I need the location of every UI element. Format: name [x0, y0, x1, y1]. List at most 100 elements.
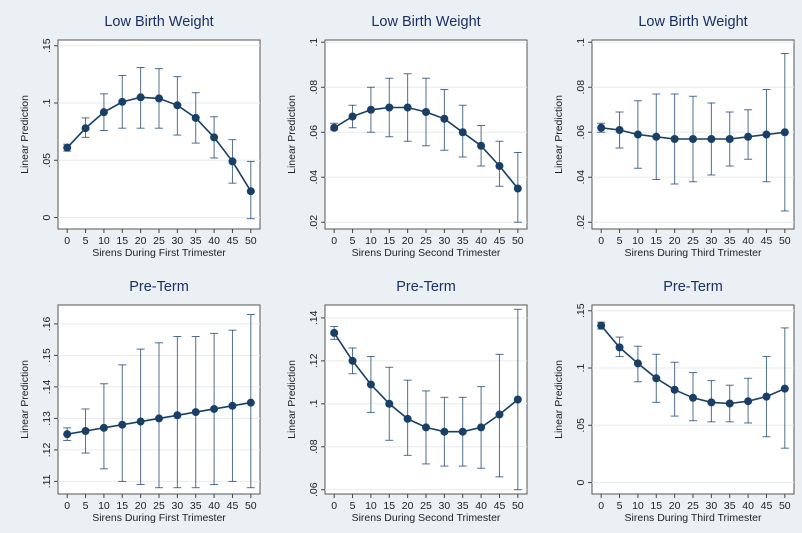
y-tick-label: .08: [575, 80, 587, 95]
x-tick-label: 0: [598, 500, 604, 512]
x-tick-label: 5: [83, 235, 89, 247]
data-point: [762, 130, 771, 139]
data-point: [513, 184, 522, 193]
data-point: [246, 398, 255, 407]
data-point: [422, 108, 430, 116]
data-point: [81, 124, 90, 133]
panel-preterm-second-trimester: Pre-Term .06 .08 .1 .12 .14 0 5 10 15 20 25 30 35 40 45…: [269, 267, 535, 533]
y-tick-label: .1: [575, 363, 587, 372]
data-point: [228, 401, 237, 410]
data-point: [173, 411, 182, 420]
data-point: [403, 103, 412, 112]
data-point: [118, 420, 127, 429]
x-axis-label: Sirens During Third Trimester: [625, 247, 762, 259]
x-tick-label: 0: [598, 235, 604, 247]
data-point: [689, 393, 697, 402]
x-axis-label: Sirens During First Trimester: [92, 512, 226, 524]
chart-svg: Low Birth Weight 0 .05 .1 .15 0 5 10 15 20 25 30 35 4…: [19, 14, 261, 259]
x-tick-label: 35: [457, 500, 469, 512]
data-point: [597, 321, 606, 330]
data-point: [652, 132, 661, 141]
data-point: [99, 108, 108, 117]
x-tick-label: 0: [64, 500, 70, 512]
x-tick-label: 35: [457, 235, 469, 247]
y-axis-label: Linear Prediction: [553, 360, 565, 439]
x-tick-label: 35: [724, 235, 736, 247]
data-point: [118, 97, 127, 106]
data-point: [633, 130, 642, 139]
x-tick-label: 20: [402, 500, 414, 512]
data-point: [707, 398, 716, 407]
data-point: [744, 397, 753, 406]
chart-svg: Low Birth Weight .02 .04 .06 .08 .1 0 5 10 15 20 25…: [286, 14, 528, 259]
x-tick-label: 25: [687, 500, 699, 512]
data-point: [670, 135, 679, 143]
x-tick-label: 45: [761, 235, 773, 247]
y-tick-label: .1: [575, 38, 587, 47]
x-tick-label: 20: [669, 500, 681, 512]
x-tick-label: 10: [365, 235, 377, 247]
x-tick-label: 45: [227, 235, 239, 247]
x-tick-label: 20: [402, 235, 414, 247]
x-tick-label: 10: [98, 235, 110, 247]
y-axis-label: Linear Prediction: [19, 360, 31, 439]
data-point: [477, 423, 486, 432]
chart-svg: Pre-Term .11 .12 .13 .14 .15 .16 0 5 10 15 20 25 30 35…: [19, 279, 261, 524]
panel-lbw-first-trimester: Low Birth Weight 0 .05 .1 .15 0 5 10 15 20 25 30 35 4…: [2, 2, 268, 268]
y-tick-label: .1: [41, 98, 53, 107]
chart-title: Pre-Term: [129, 279, 189, 295]
y-tick-label: 0: [575, 479, 587, 485]
x-tick-label: 5: [83, 500, 89, 512]
y-tick-label: .15: [41, 348, 53, 363]
data-point: [615, 343, 624, 352]
y-tick-label: .04: [308, 170, 320, 185]
x-tick-label: 25: [420, 500, 432, 512]
x-tick-label: 45: [494, 235, 506, 247]
y-tick-label: .06: [308, 482, 320, 497]
data-point: [597, 123, 606, 132]
data-point: [495, 162, 504, 170]
chart-title: Low Birth Weight: [638, 14, 747, 30]
data-point: [191, 408, 200, 417]
y-axis-label: Linear Prediction: [19, 95, 31, 174]
x-tick-label: 10: [632, 235, 644, 247]
y-tick-label: .08: [308, 80, 320, 95]
data-point: [173, 101, 182, 110]
y-tick-label: .15: [575, 303, 587, 318]
x-axis-label: Sirens During Third Trimester: [625, 512, 762, 524]
data-point: [780, 384, 789, 393]
x-tick-label: 45: [227, 500, 239, 512]
data-point: [348, 356, 357, 365]
y-tick-label: .05: [575, 418, 587, 433]
y-axis-label: Linear Prediction: [286, 360, 298, 439]
x-tick-label: 50: [779, 235, 791, 247]
x-tick-label: 50: [512, 235, 524, 247]
x-tick-label: 35: [190, 235, 202, 247]
data-point: [513, 395, 522, 404]
data-point: [633, 359, 642, 368]
chart-title: Low Birth Weight: [104, 14, 213, 30]
data-point: [348, 112, 357, 121]
data-point: [330, 328, 339, 337]
x-tick-label: 35: [724, 500, 736, 512]
data-point: [366, 380, 375, 389]
x-tick-label: 25: [153, 500, 165, 512]
x-tick-label: 5: [350, 235, 356, 247]
chart-svg: Pre-Term 0 .05 .1 .15 0 5 10 15 20 25 30 35 40 45 50 Sir…: [553, 279, 795, 524]
x-tick-label: 0: [64, 235, 70, 247]
x-tick-label: 50: [245, 235, 257, 247]
x-tick-label: 30: [172, 235, 184, 247]
data-point: [63, 143, 72, 152]
y-tick-label: .06: [308, 125, 320, 140]
x-tick-label: 20: [135, 500, 147, 512]
data-point: [403, 414, 412, 423]
x-tick-label: 25: [153, 235, 165, 247]
y-axis-label: Linear Prediction: [553, 95, 565, 174]
x-tick-label: 30: [439, 235, 451, 247]
data-point: [725, 135, 734, 143]
x-tick-label: 30: [706, 235, 718, 247]
x-tick-label: 0: [331, 500, 337, 512]
data-point: [670, 385, 679, 394]
chart-title: Pre-Term: [396, 279, 456, 295]
